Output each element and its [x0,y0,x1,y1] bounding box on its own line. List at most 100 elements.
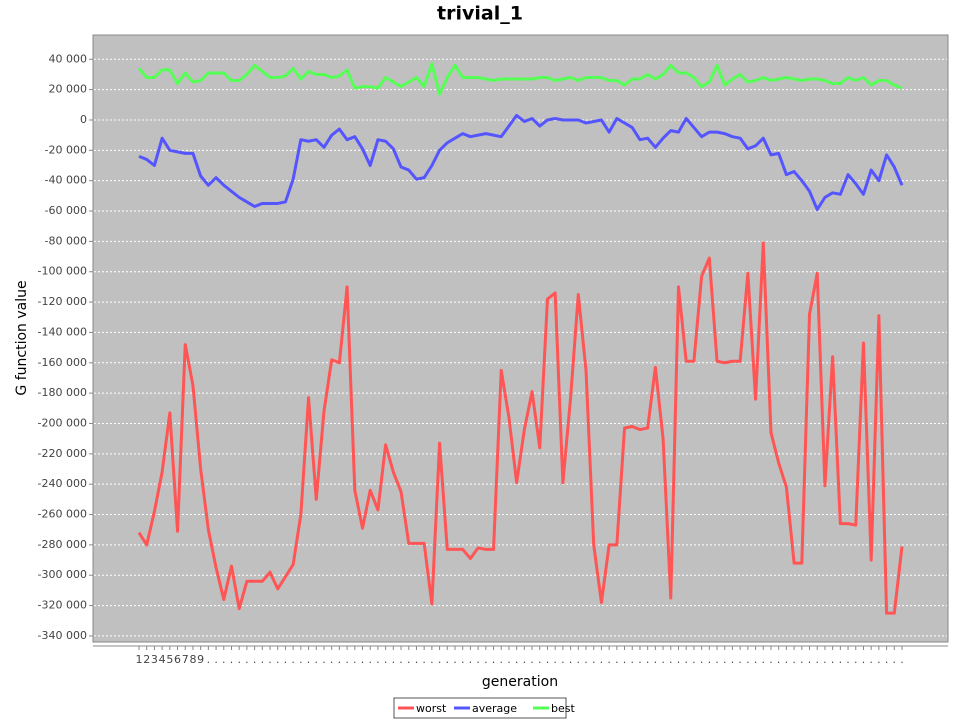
x-tick-label: . [415,653,419,666]
y-tick-label: 40 000 [49,52,88,65]
x-tick-label: . [384,653,388,666]
x-tick-label: . [785,653,789,666]
x-tick-label: . [361,653,365,666]
x-tick-label: . [253,653,257,666]
x-tick-label: . [268,653,272,666]
x-tick-label: . [376,653,380,666]
x-tick-label: . [284,653,288,666]
y-tick-label: -100 000 [38,265,87,278]
x-tick-label: . [507,653,511,666]
x-tick-label: . [538,653,542,666]
x-tick-label: . [461,653,465,666]
x-tick-label: . [307,653,311,666]
x-tick-label: . [815,653,819,666]
x-tick-label: . [754,653,758,666]
x-tick-label: . [600,653,604,666]
y-tick-label: -40 000 [45,174,87,187]
x-tick-label: . [738,653,742,666]
x-tick-label: . [330,653,334,666]
x-tick-label: . [453,653,457,666]
legend-label: average [472,702,517,715]
x-tick-label: . [476,653,480,666]
x-tick-label: . [245,653,249,666]
x-tick-label: . [623,653,627,666]
x-tick-label: . [700,653,704,666]
y-tick-label: -320 000 [38,599,87,612]
x-tick-label: . [492,653,496,666]
x-tick-label: . [708,653,712,666]
x-tick-label: . [831,653,835,666]
x-tick-label: . [893,653,897,666]
x-tick-label: . [577,653,581,666]
x-tick-label: . [661,653,665,666]
x-tick-label: 7 [182,653,189,666]
x-tick-label: . [353,653,357,666]
y-tick-label: -180 000 [38,386,87,399]
y-tick-label: 20 000 [49,83,88,96]
y-tick-label: -60 000 [45,204,87,217]
x-tick-label: . [553,653,557,666]
x-tick-label: . [877,653,881,666]
x-tick-label: . [777,653,781,666]
y-tick-label: -120 000 [38,295,87,308]
x-tick-label: . [584,653,588,666]
x-tick-label: . [839,653,843,666]
x-tick-label: 9 [197,653,204,666]
x-tick-label: . [222,653,226,666]
x-tick-label: . [214,653,218,666]
x-tick-label: . [299,653,303,666]
x-tick-label: . [669,653,673,666]
x-tick-label: 1 [136,653,143,666]
x-tick-label: . [407,653,411,666]
y-tick-label: -300 000 [38,568,87,581]
x-tick-label: . [237,653,241,666]
x-tick-label: . [885,653,889,666]
x-tick-label: . [276,653,280,666]
x-tick-label: . [792,653,796,666]
x-tick-label: . [345,653,349,666]
x-tick-label: 6 [174,653,181,666]
x-tick-label: . [322,653,326,666]
y-tick-label: -80 000 [45,234,87,247]
x-tick-label: . [561,653,565,666]
x-tick-label: . [469,653,473,666]
x-tick-label: . [484,653,488,666]
y-tick-label: -240 000 [38,477,87,490]
y-tick-label: -220 000 [38,447,87,460]
x-tick-label: . [291,653,295,666]
x-tick-label: . [438,653,442,666]
x-tick-label: . [862,653,866,666]
x-tick-label: . [900,653,904,666]
x-tick-label: . [715,653,719,666]
x-tick-label: . [530,653,534,666]
y-tick-label: -160 000 [38,356,87,369]
y-tick-label: -200 000 [38,416,87,429]
x-tick-label: . [523,653,527,666]
x-tick-label: 3 [151,653,158,666]
legend [393,697,567,719]
x-tick-label: . [615,653,619,666]
y-axis-label: G function value [14,280,30,395]
x-tick-label: . [869,653,873,666]
x-tick-label: . [399,653,403,666]
x-tick-label: . [607,653,611,666]
x-tick-label: . [723,653,727,666]
x-tick-label: . [230,653,234,666]
x-tick-label: . [746,653,750,666]
x-tick-label: . [207,653,211,666]
x-tick-label: . [800,653,804,666]
y-tick-label: -140 000 [38,325,87,338]
x-tick-label: . [430,653,434,666]
plot-area [92,34,949,643]
x-tick-label: . [592,653,596,666]
x-tick-label: . [677,653,681,666]
x-tick-label: . [315,653,319,666]
x-tick-label: . [684,653,688,666]
x-tick-label: . [808,653,812,666]
x-tick-label: . [546,653,550,666]
x-tick-label: . [762,653,766,666]
x-tick-label: . [638,653,642,666]
x-tick-label: 8 [189,653,196,666]
x-tick-label: . [422,653,426,666]
